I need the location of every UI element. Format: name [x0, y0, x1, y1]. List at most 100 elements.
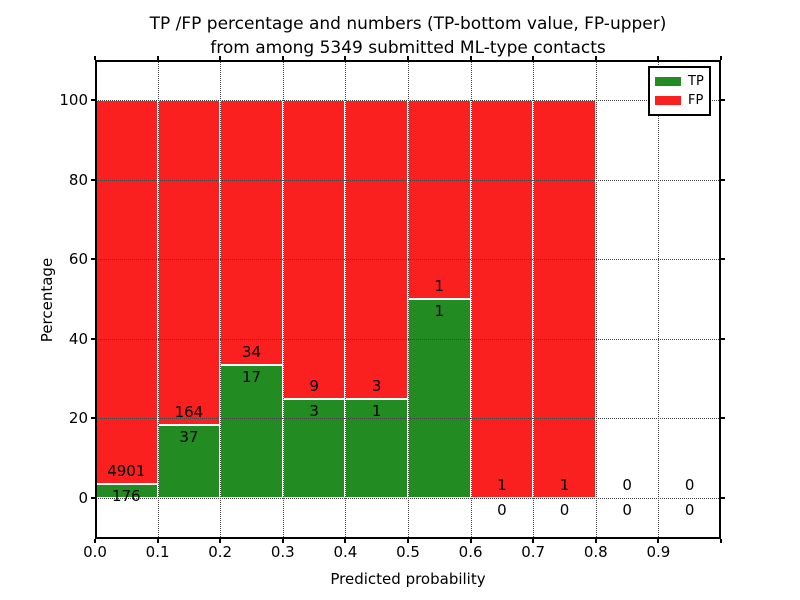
tp-count-label: 0	[497, 501, 507, 519]
y-tick-label: 80	[68, 170, 88, 189]
gridline-vertical	[408, 60, 409, 539]
y-tick-mark	[91, 99, 95, 101]
fp-count-label: 1	[434, 277, 445, 295]
tp-legend-label: TP	[688, 74, 704, 89]
x-tick-mark	[469, 56, 472, 60]
x-tick-label: 0.9	[646, 543, 671, 561]
fp-bar	[220, 100, 283, 366]
fp-bar	[157, 100, 221, 425]
y-tick-label: 60	[68, 250, 88, 269]
tp-bar	[282, 398, 346, 498]
x-tick-mark	[594, 539, 597, 543]
gridline-vertical	[220, 60, 222, 539]
x-tick-mark	[94, 539, 96, 543]
tp-count-label: 0	[684, 501, 695, 519]
y-tick-mark	[721, 258, 725, 261]
gridline-vertical	[345, 60, 347, 539]
y-tick-mark	[91, 258, 95, 261]
gridline-vertical	[595, 60, 597, 539]
gridline-vertical	[533, 60, 535, 539]
fp-count-label: 164	[174, 402, 204, 421]
x-tick-mark	[281, 56, 284, 60]
fp-count-label: 3	[371, 376, 382, 395]
x-tick-mark	[532, 56, 535, 60]
tp-count-label: 176	[111, 487, 141, 506]
x-tick-mark	[344, 539, 347, 543]
tp-count-label: 0	[622, 501, 632, 519]
fp-bar	[408, 100, 471, 299]
y-tick-mark	[91, 178, 95, 181]
y-tick-label: 100	[59, 91, 88, 109]
x-tick-mark	[219, 56, 222, 60]
tp-legend-swatch	[655, 77, 681, 86]
y-tick-mark	[721, 99, 725, 101]
x-tick-label: 0.2	[208, 543, 233, 561]
x-tick-label: 0.6	[458, 543, 483, 561]
x-tick-label: 0.8	[583, 543, 608, 561]
x-tick-label: 0.4	[333, 543, 358, 561]
y-tick-mark	[721, 178, 725, 181]
x-tick-mark	[532, 539, 535, 543]
tp-count-label: 37	[179, 427, 199, 446]
fp-bar	[345, 100, 408, 399]
x-tick-mark	[657, 539, 660, 543]
x-tick-mark	[156, 539, 159, 543]
tp-count-label: 3	[309, 401, 319, 420]
x-tick-mark	[657, 56, 660, 60]
y-tick-mark	[721, 417, 725, 420]
x-tick-label: 0.5	[396, 543, 420, 561]
x-tick-mark	[720, 539, 722, 543]
tp-count-label: 1	[434, 302, 445, 320]
fp-count-label: 1	[497, 476, 507, 494]
y-tick-mark	[91, 417, 95, 420]
fp-bar	[470, 100, 534, 498]
x-tick-label: 0.7	[521, 543, 546, 561]
y-tick-mark	[721, 337, 725, 340]
plot-area: 4901 176 164 37 34 17 9 3 3 1 1 1 1 0 1 0 0 0 0 0	[95, 60, 721, 539]
tp-count-label: 17	[241, 368, 262, 387]
gridline-vertical	[658, 60, 660, 539]
fp-bar	[533, 100, 596, 498]
tp-count-label: 1	[371, 401, 382, 420]
fp-count-label: 0	[622, 476, 632, 494]
tp-bar	[408, 299, 471, 498]
x-tick-label: 0.1	[145, 543, 170, 561]
chart-title-line2: from among 5349 submitted ML-type contac…	[210, 38, 606, 58]
x-axis-label: Predicted probability	[330, 570, 486, 588]
x-tick-mark	[407, 539, 409, 543]
x-tick-label: 0.3	[270, 543, 295, 561]
y-tick-mark	[91, 497, 95, 499]
y-tick-label: 0	[78, 489, 88, 507]
x-tick-mark	[720, 56, 722, 60]
gridline-vertical	[470, 60, 472, 539]
x-tick-mark	[94, 56, 96, 60]
y-tick-mark	[91, 337, 95, 340]
x-tick-mark	[594, 56, 597, 60]
tp-bar	[220, 365, 283, 498]
y-tick-label: 40	[68, 329, 88, 348]
fp-count-label: 9	[309, 376, 319, 395]
fp-legend-swatch	[655, 96, 681, 105]
fp-legend-label: FP	[688, 93, 704, 108]
chart-title-line1: TP /FP percentage and numbers (TP-bottom…	[149, 14, 667, 34]
gridline-vertical	[282, 60, 284, 539]
fp-bar	[282, 100, 346, 399]
legend-item-fp: FP	[655, 91, 709, 110]
legend: TP FP	[648, 66, 711, 116]
fp-bar	[95, 100, 158, 485]
fp-count-label: 1	[559, 476, 570, 494]
x-tick-mark	[344, 56, 347, 60]
x-tick-mark	[219, 539, 222, 543]
legend-item-tp: TP	[655, 72, 709, 91]
fp-count-label: 4901	[107, 462, 146, 481]
x-tick-mark	[469, 539, 472, 543]
y-tick-mark	[721, 497, 725, 499]
chart-title: TP /FP percentage and numbers (TP-bottom…	[95, 12, 721, 60]
fp-count-label: 34	[241, 343, 262, 362]
tp-count-label: 0	[559, 501, 570, 519]
x-tick-label: 0.0	[83, 543, 107, 561]
gridline-vertical	[157, 60, 159, 539]
fp-count-label: 0	[684, 476, 695, 494]
y-axis-label: Percentage	[38, 257, 56, 343]
